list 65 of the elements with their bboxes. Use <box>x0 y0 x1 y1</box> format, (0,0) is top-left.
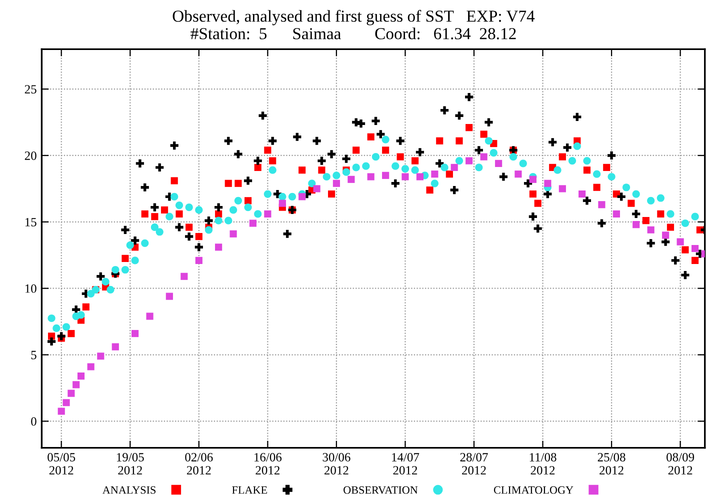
point <box>97 352 104 360</box>
x-tick-label: 19/05 2012 <box>117 453 144 475</box>
y-tick-label: 10 <box>25 284 36 293</box>
point <box>402 173 409 180</box>
point <box>647 226 654 234</box>
point <box>466 157 473 164</box>
point <box>450 164 458 171</box>
point <box>249 220 256 227</box>
x-tick-label: 16/06 2012 <box>254 453 282 475</box>
chart-title: Observed, analysed and first guess of SST EXP: V74 <box>172 10 535 26</box>
point <box>692 244 699 252</box>
point <box>382 172 390 179</box>
point <box>278 200 286 207</box>
point <box>68 390 75 397</box>
point <box>313 185 320 192</box>
point <box>612 210 620 218</box>
point <box>215 244 222 251</box>
point <box>58 408 65 415</box>
x-tick-label: 28/07 2012 <box>460 453 488 475</box>
x-tick-label: 02/06 2012 <box>185 453 213 475</box>
legend-label: CLIMATOLOGY <box>494 486 574 494</box>
point <box>77 372 85 380</box>
point <box>578 190 586 198</box>
point <box>598 201 606 208</box>
x-tick-label: 14/07 2012 <box>392 453 420 475</box>
point <box>632 221 640 228</box>
point <box>662 232 670 239</box>
x-tick-label: 25/08 2012 <box>598 453 626 475</box>
point <box>87 363 94 370</box>
x-tick-label: 30/06 2012 <box>322 453 350 475</box>
point <box>431 170 438 178</box>
point <box>676 238 684 246</box>
point <box>166 292 173 300</box>
point <box>112 343 119 350</box>
point <box>529 176 536 183</box>
y-tick-label: 5 <box>31 350 36 360</box>
point <box>495 160 502 167</box>
point <box>180 272 188 280</box>
point <box>146 312 154 320</box>
legend-label: FLAKE <box>232 486 267 494</box>
x-tick-label: 05/05 2012 <box>48 453 76 475</box>
point <box>416 173 424 180</box>
x-tick-label: 11/08 2012 <box>530 453 556 475</box>
y-tick-label: 20 <box>24 152 36 160</box>
chart-subtitle: #Station: 5 Saimaa Coord: 61.34 28.12 <box>190 28 516 40</box>
point <box>367 173 374 180</box>
point <box>195 256 202 264</box>
point <box>298 193 306 200</box>
y-tick-label: 15 <box>25 218 36 226</box>
point <box>62 399 70 406</box>
point <box>132 330 139 338</box>
point <box>480 153 488 160</box>
point <box>230 230 237 238</box>
point <box>544 180 552 187</box>
legend-label: OBSERVATION <box>344 486 418 494</box>
point <box>514 170 522 178</box>
point <box>72 381 80 388</box>
x-tick-label: 08/09 2012 <box>666 453 694 475</box>
point <box>264 210 272 218</box>
legend-label: ANALYSIS <box>102 486 156 494</box>
y-tick-label: 0 <box>31 417 36 426</box>
point <box>558 185 566 192</box>
y-tick-label: 25 <box>24 85 36 94</box>
point <box>332 180 340 187</box>
point <box>348 176 355 183</box>
